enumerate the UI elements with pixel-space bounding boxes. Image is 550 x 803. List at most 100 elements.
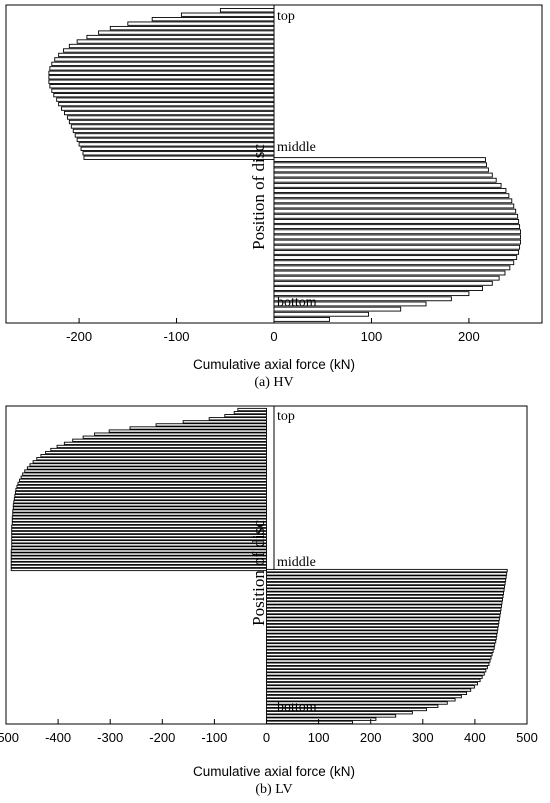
bars-lower-lv (266, 568, 508, 725)
upper-hv-bar-20 (56, 97, 275, 102)
lower-lv-bar-20 (266, 633, 498, 637)
upper-hv-bar-32 (82, 151, 275, 156)
lower-hv-bar-29 (273, 306, 402, 312)
upper-lv-bar-45 (11, 546, 267, 550)
y-axis-label-hv: Position of disc (249, 144, 268, 250)
upper-hv-bar-3 (127, 21, 275, 26)
upper-lv-bar-52 (10, 567, 267, 572)
lower-lv-bar-22 (266, 639, 497, 644)
upper-lv-bar-30 (13, 500, 267, 504)
x-tick-label-lv-6: 100 (308, 730, 330, 745)
x-tick-label-lv-8: 300 (412, 730, 434, 745)
lower-hv-bar-3 (273, 172, 493, 178)
x-tick-label-lv-7: 200 (360, 730, 382, 745)
upper-hv-bar-22 (61, 106, 275, 111)
upper-lv-bar-37 (11, 521, 267, 525)
lower-lv-bar-9 (266, 598, 503, 602)
upper-hv-bar-5 (98, 30, 275, 35)
upper-lv-bar-15 (40, 454, 267, 458)
lower-hv-bar-4 (273, 177, 497, 183)
x-tick-label-lv-3: -200 (149, 730, 175, 745)
upper-lv-bar-41 (11, 534, 267, 538)
upper-hv-bar-11 (54, 57, 275, 62)
lower-lv-bar-31 (266, 669, 487, 673)
upper-lv-bar-31 (12, 503, 267, 507)
upper-hv-bar-8 (68, 43, 275, 49)
lower-lv-bar-25 (266, 649, 494, 654)
lower-lv-bar-40 (266, 698, 456, 702)
lower-lv-bar-2 (266, 575, 507, 579)
upper-hv-bar-25 (68, 119, 275, 125)
lower-lv-bar-13 (266, 610, 501, 615)
chart-panel-lv: -500 -400 -300 -200 -100 0 100 200 300 400 500 top… (0, 405, 538, 797)
upper-lv-bar-34 (12, 512, 267, 516)
lower-lv-bar-27 (266, 656, 492, 660)
upper-hv-bar-19 (53, 93, 275, 98)
upper-hv-bar-27 (72, 128, 275, 134)
lower-lv-bar-16 (266, 620, 500, 624)
lower-lv-bar-34 (266, 678, 481, 683)
upper-lv-bar-44 (11, 543, 267, 547)
upper-lv-bar-20 (24, 469, 267, 473)
lower-lv-bar-0 (266, 568, 508, 573)
chart-panel-hv: -200 -100 0 100 200 top middle bottom Positi… (5, 4, 543, 390)
x-tick-label-lv-9: 400 (464, 730, 486, 745)
upper-lv-bar-9 (82, 435, 267, 439)
upper-lv-bar-36 (11, 518, 267, 522)
lower-lv-bar-41 (266, 701, 448, 705)
lower-lv-bar-1 (266, 572, 508, 576)
lower-lv-bar-10 (266, 601, 503, 605)
x-tick-label-lv-2: -300 (97, 730, 123, 745)
lower-lv-bar-24 (266, 646, 495, 650)
lower-hv-bar-28 (273, 301, 427, 307)
upper-lv-bar-39 (11, 527, 267, 532)
upper-lv-bar-7 (108, 429, 267, 433)
upper-lv-bar-24 (17, 481, 267, 485)
x-tick-label-hv-3: 100 (361, 329, 383, 344)
upper-lv-bar-11 (63, 441, 267, 445)
upper-hv-bar-12 (51, 61, 275, 67)
lower-lv-bar-3 (266, 578, 507, 582)
lower-lv-bar-45 (266, 714, 397, 718)
upper-hv-bar-23 (64, 110, 275, 116)
lower-hv-bar-10 (273, 208, 517, 214)
lower-lv-bar-29 (266, 662, 490, 666)
upper-lv-bar-4 (182, 420, 267, 424)
lower-lv-bar-6 (266, 588, 505, 592)
upper-hv-bar-18 (51, 88, 275, 93)
x-tick-label-lv-0: -500 (0, 730, 19, 745)
upper-lv-bar-40 (11, 530, 267, 535)
upper-lv-bar-13 (50, 447, 267, 452)
x-axis-ticks-lv: -500 -400 -300 -200 -100 0 100 200 300 400 500 (0, 719, 538, 745)
upper-lv-bar-12 (56, 444, 267, 449)
lower-hv-bar-11 (273, 213, 519, 219)
upper-lv-bar-43 (11, 540, 267, 544)
lower-lv-bar-46 (266, 717, 377, 721)
upper-hv-bar-6 (86, 34, 275, 40)
lower-lv-bar-18 (266, 627, 499, 631)
lower-lv-bar-15 (266, 617, 500, 621)
lower-lv-bar-4 (266, 581, 506, 586)
upper-lv-bar-3 (208, 417, 267, 421)
upper-lv-bar-6 (129, 426, 267, 430)
upper-lv-bar-0 (237, 407, 267, 412)
upper-hv-bar-16 (48, 79, 275, 84)
upper-hv-bar-1 (180, 12, 275, 17)
lower-hv-bar-1 (273, 162, 487, 168)
upper-lv-bar-32 (12, 506, 267, 510)
lower-lv-bar-33 (266, 675, 483, 679)
upper-hv-bar-13 (49, 66, 275, 71)
lower-lv-bar-23 (266, 643, 496, 647)
x-tick-label-lv-4: -100 (201, 730, 227, 745)
upper-hv-bar-24 (66, 115, 275, 120)
upper-hv-bar-7 (76, 39, 275, 44)
lower-lv-bar-5 (266, 585, 506, 589)
upper-lv-bar-35 (11, 515, 267, 519)
lower-hv-bar-27 (273, 296, 452, 302)
upper-lv-bar-22 (20, 475, 267, 479)
upper-lv-bar-19 (26, 466, 267, 470)
lower-hv-bar-18 (273, 249, 520, 255)
x-tick-label-hv-4: 200 (458, 329, 480, 344)
lower-hv-bar-15 (273, 234, 522, 240)
